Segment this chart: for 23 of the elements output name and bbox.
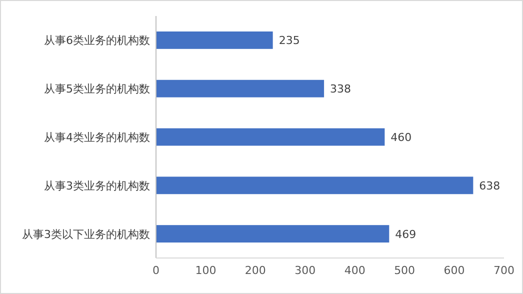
x-tick-label: 200	[244, 264, 266, 277]
bar	[156, 31, 273, 49]
data-label: 638	[479, 179, 500, 192]
bar	[156, 128, 385, 146]
y-tick-label: 从事5类业务的机构数	[44, 82, 150, 96]
bar	[156, 80, 324, 98]
x-tick-label: 300	[294, 264, 316, 277]
y-tick-label: 从事4类业务的机构数	[44, 131, 150, 144]
x-tick-label: 0	[152, 264, 160, 277]
y-tick-label: 从事3类业务的机构数	[44, 179, 150, 192]
data-label: 460	[390, 131, 412, 144]
bar	[156, 176, 474, 194]
data-label: 338	[330, 82, 352, 96]
x-tick-label: 400	[344, 264, 366, 277]
x-tick-label: 700	[494, 264, 514, 277]
x-tick-label: 500	[394, 264, 416, 277]
x-tick-label: 100	[195, 264, 216, 277]
x-tick-label: 600	[444, 264, 465, 277]
data-label: 235	[278, 34, 300, 48]
y-tick-label: 从事6类业务的机构数	[44, 34, 150, 48]
data-label: 469	[395, 228, 416, 241]
bar	[156, 225, 390, 243]
y-tick-label: 从事3类以下业务的机构数	[22, 228, 150, 241]
